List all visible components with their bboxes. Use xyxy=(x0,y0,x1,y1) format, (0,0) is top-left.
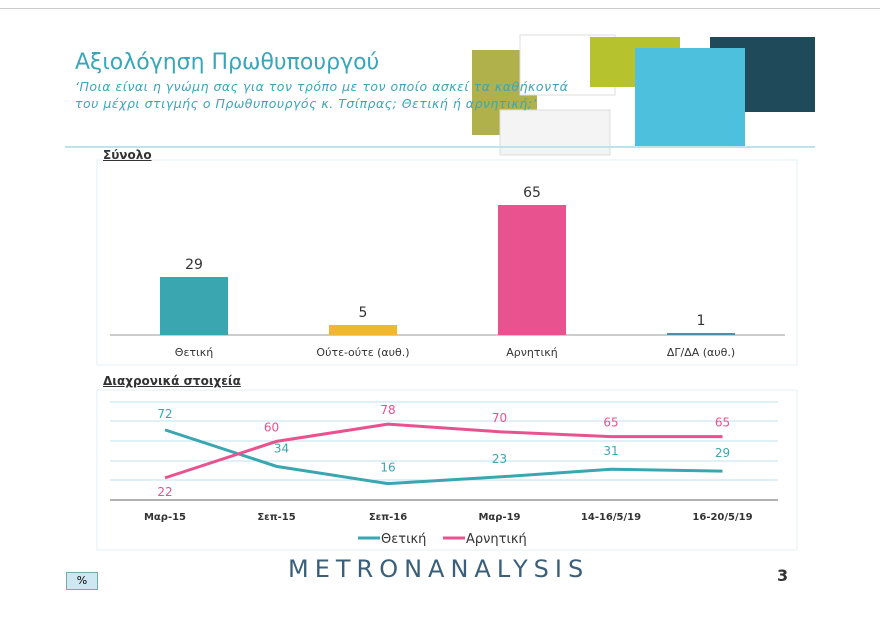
bar xyxy=(329,325,397,335)
line-data-label: 29 xyxy=(715,446,730,460)
line-category-label: Μαρ-19 xyxy=(478,512,520,523)
question-subtitle: ‘Ποια είναι η γνώμη σας για τον τρόπο με… xyxy=(75,79,569,111)
line-data-label: 78 xyxy=(380,403,395,417)
page-number: 3 xyxy=(777,566,789,585)
line-data-label: 23 xyxy=(492,452,507,466)
unit-badge: % xyxy=(66,572,98,590)
series-line xyxy=(164,422,723,480)
bar-category-label: Θετική xyxy=(175,346,213,359)
bar-data-label: 1 xyxy=(697,313,706,329)
line-category-label: 16-20/5/19 xyxy=(692,512,752,523)
line-data-label: 16 xyxy=(380,461,395,475)
line-data-label: 65 xyxy=(715,416,730,430)
line-section-title: Διαχρονικά στοιχεία xyxy=(103,374,241,388)
bar xyxy=(667,333,735,335)
bar xyxy=(160,277,228,335)
line-data-label: 72 xyxy=(157,407,172,421)
line-data-label: 34 xyxy=(274,441,289,455)
line-data-label: 31 xyxy=(603,444,618,458)
bar-data-label: 5 xyxy=(359,305,368,321)
line-data-label: 22 xyxy=(157,485,172,499)
series-line xyxy=(164,428,723,486)
bar-category-label: Αρνητική xyxy=(506,346,557,359)
line-category-label: Μαρ-15 xyxy=(144,512,186,523)
line-data-label: 60 xyxy=(264,420,279,434)
bar-data-label: 65 xyxy=(523,185,541,201)
bar-data-label: 29 xyxy=(185,257,203,273)
bar xyxy=(498,205,566,335)
legend-label: Αρνητική xyxy=(466,532,527,547)
bar-category-label: ΔΓ/ΔΑ (αυθ.) xyxy=(667,346,735,359)
line-data-label: 70 xyxy=(492,411,507,425)
legend-label: Θετική xyxy=(381,532,426,547)
line-data-label: 65 xyxy=(603,416,618,430)
page-title: Αξιολόγηση Πρωθυπουργού xyxy=(75,50,380,75)
bar-category-label: Ούτε-ούτε (αυθ.) xyxy=(316,346,409,359)
line-category-label: Σεπ-16 xyxy=(369,512,407,523)
line-category-label: Σεπ-15 xyxy=(257,512,295,523)
bar-section-title: Σύνολο xyxy=(103,148,152,162)
logo: METRONANALYSIS xyxy=(288,555,590,583)
line-category-label: 14-16/5/19 xyxy=(581,512,641,523)
